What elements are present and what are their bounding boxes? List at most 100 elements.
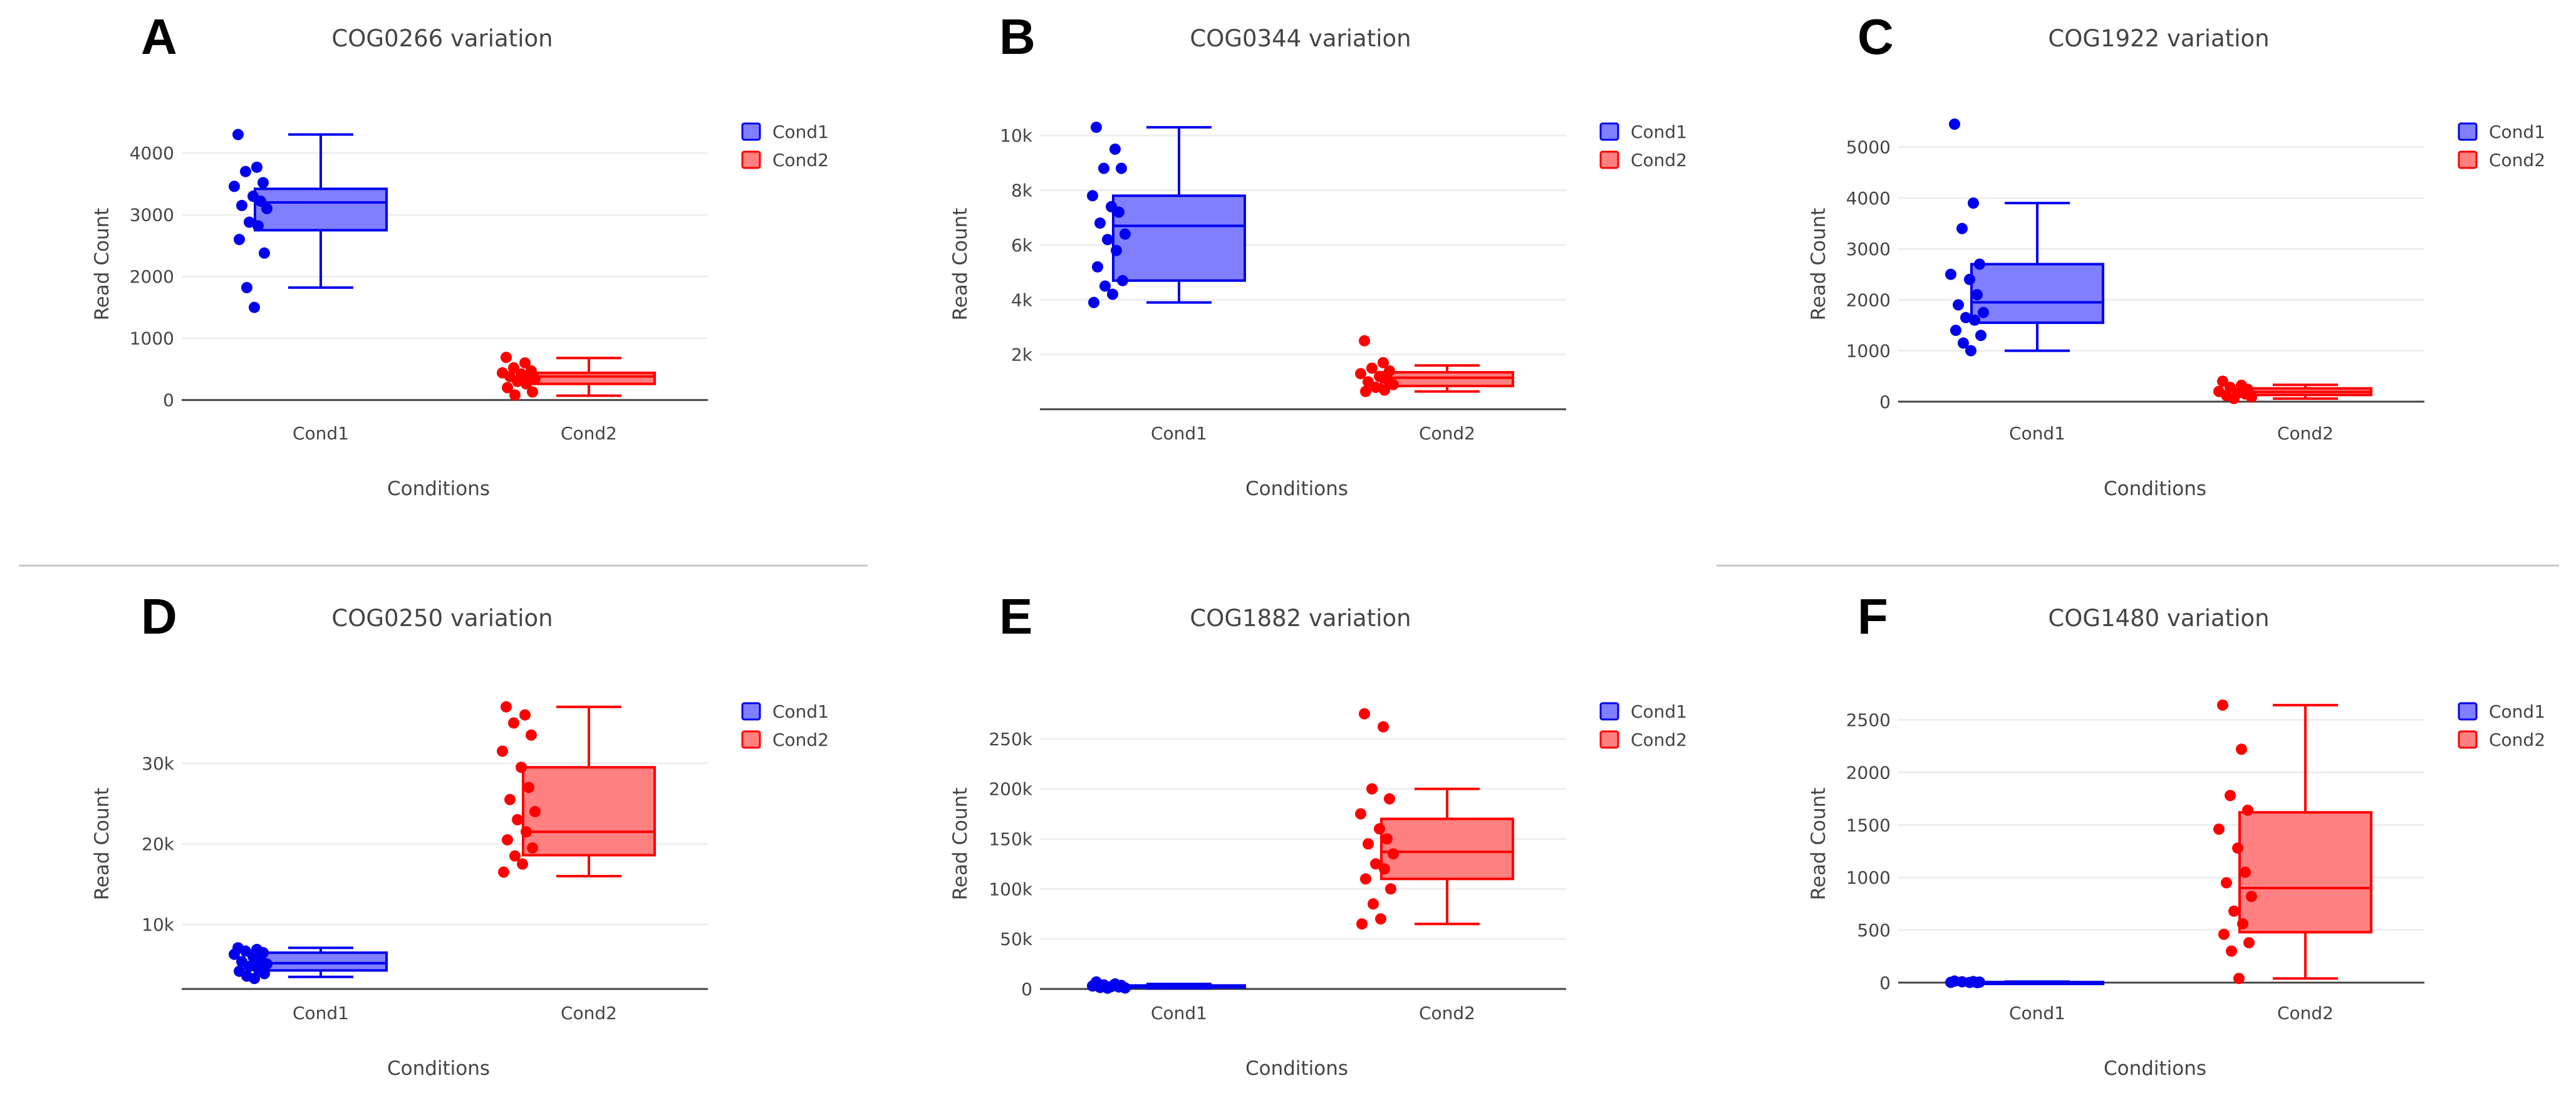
series-cond2	[2213, 375, 2372, 404]
box-iqr	[1380, 817, 1514, 881]
legend-label-cond1: Cond1	[1631, 122, 1687, 142]
panel-letter: E	[999, 588, 1032, 644]
y-axis-title: Read Count	[949, 788, 972, 901]
series-cond2	[1355, 708, 1514, 930]
x-tick-label: Cond2	[1419, 1003, 1475, 1023]
data-point	[2242, 804, 2253, 816]
panel-letter: F	[1857, 588, 1888, 644]
data-point	[261, 202, 273, 214]
data-point	[1091, 122, 1102, 133]
chart-title: COG0266 variation	[331, 25, 553, 52]
y-tick-label: 2500	[1846, 710, 1891, 731]
data-point	[1102, 982, 1113, 994]
data-point	[502, 382, 513, 394]
legend-label-cond1: Cond1	[2489, 701, 2545, 722]
legend-label-cond1: Cond1	[772, 122, 829, 142]
data-point	[2237, 918, 2248, 929]
y-tick-label: 500	[1857, 920, 1891, 941]
data-point	[1111, 244, 1122, 256]
y-tick-label: 1000	[1846, 867, 1891, 888]
data-point	[1092, 261, 1103, 273]
y-tick-label: 4000	[1846, 188, 1891, 209]
x-axis-title: Conditions	[387, 1057, 490, 1080]
data-point	[2246, 391, 2257, 403]
y-tick-label: 20k	[142, 834, 175, 855]
legend-swatch-cond2	[1599, 730, 1619, 749]
data-point	[1119, 982, 1131, 994]
y-axis-title: Read Count	[949, 208, 972, 321]
box-iqr	[1380, 371, 1514, 387]
data-point	[1378, 357, 1389, 369]
data-point	[1107, 288, 1118, 300]
data-point	[244, 216, 255, 228]
data-point	[249, 301, 260, 313]
y-tick-label: 1000	[130, 328, 174, 349]
divider-left	[19, 565, 868, 567]
data-point	[519, 709, 531, 721]
data-point	[1094, 217, 1106, 229]
legend-swatch-cond1	[741, 702, 761, 721]
y-axis-title: Read Count	[91, 788, 113, 901]
data-point	[501, 701, 512, 713]
data-point	[1379, 863, 1390, 875]
data-point	[255, 196, 266, 207]
data-point	[526, 729, 537, 741]
y-tick-label: 5000	[1846, 137, 1891, 158]
legend-swatch-cond1	[2458, 122, 2478, 141]
data-point	[498, 866, 509, 878]
data-point	[2246, 891, 2257, 902]
y-tick-label: 30k	[142, 753, 175, 774]
data-point	[1360, 873, 1371, 885]
data-point	[1088, 296, 1099, 308]
series-cond2	[1355, 335, 1514, 397]
data-point	[1359, 335, 1370, 347]
data-point	[1958, 337, 1969, 349]
data-point	[1971, 976, 1983, 988]
y-tick-label: 2000	[130, 266, 174, 287]
box-iqr	[522, 766, 656, 857]
data-point	[1370, 382, 1381, 394]
data-point	[1360, 385, 1371, 397]
data-point	[1363, 838, 1374, 850]
y-tick-label: 2000	[1846, 290, 1891, 310]
data-point	[2233, 973, 2245, 985]
y-tick-label: 3000	[1846, 239, 1891, 259]
data-point	[2218, 928, 2230, 940]
x-axis-title: Conditions	[2104, 478, 2206, 500]
box-iqr	[2238, 811, 2372, 934]
y-tick-label: 100k	[989, 879, 1032, 899]
data-point	[249, 973, 260, 985]
data-point	[1119, 228, 1131, 240]
y-tick-label: 10k	[142, 914, 175, 935]
data-point	[1971, 289, 1983, 301]
series-cond2	[2213, 699, 2372, 985]
data-point	[1978, 306, 1989, 318]
x-tick-label: Cond2	[561, 423, 617, 444]
x-axis-title: Conditions	[1245, 1057, 1348, 1080]
data-point	[1381, 833, 1393, 845]
data-point	[2243, 937, 2255, 949]
chart-title: COG1922 variation	[2048, 25, 2269, 52]
data-point	[1359, 708, 1370, 719]
data-point	[1388, 379, 1399, 390]
data-point	[1960, 311, 1971, 323]
y-tick-label: 150k	[989, 829, 1032, 850]
y-tick-label: 4k	[1011, 290, 1033, 310]
box-iqr	[522, 371, 656, 385]
data-point	[229, 180, 240, 192]
x-tick-label: Cond2	[1419, 423, 1475, 444]
legend-swatch-cond1	[1599, 122, 1619, 141]
y-tick-label: 1000	[1846, 341, 1891, 362]
panel-letter: D	[141, 588, 177, 644]
data-point	[1355, 808, 1366, 820]
legend-label-cond1: Cond1	[1631, 701, 1687, 722]
data-point	[1385, 883, 1396, 895]
x-axis-title: Conditions	[387, 478, 490, 500]
series-cond1	[1945, 118, 2104, 357]
data-point	[1384, 793, 1395, 805]
data-point	[240, 165, 251, 177]
data-point	[521, 378, 532, 390]
chart-title: COG0250 variation	[331, 605, 553, 632]
data-point	[1379, 384, 1390, 396]
legend-label-cond2: Cond2	[1631, 150, 1687, 170]
